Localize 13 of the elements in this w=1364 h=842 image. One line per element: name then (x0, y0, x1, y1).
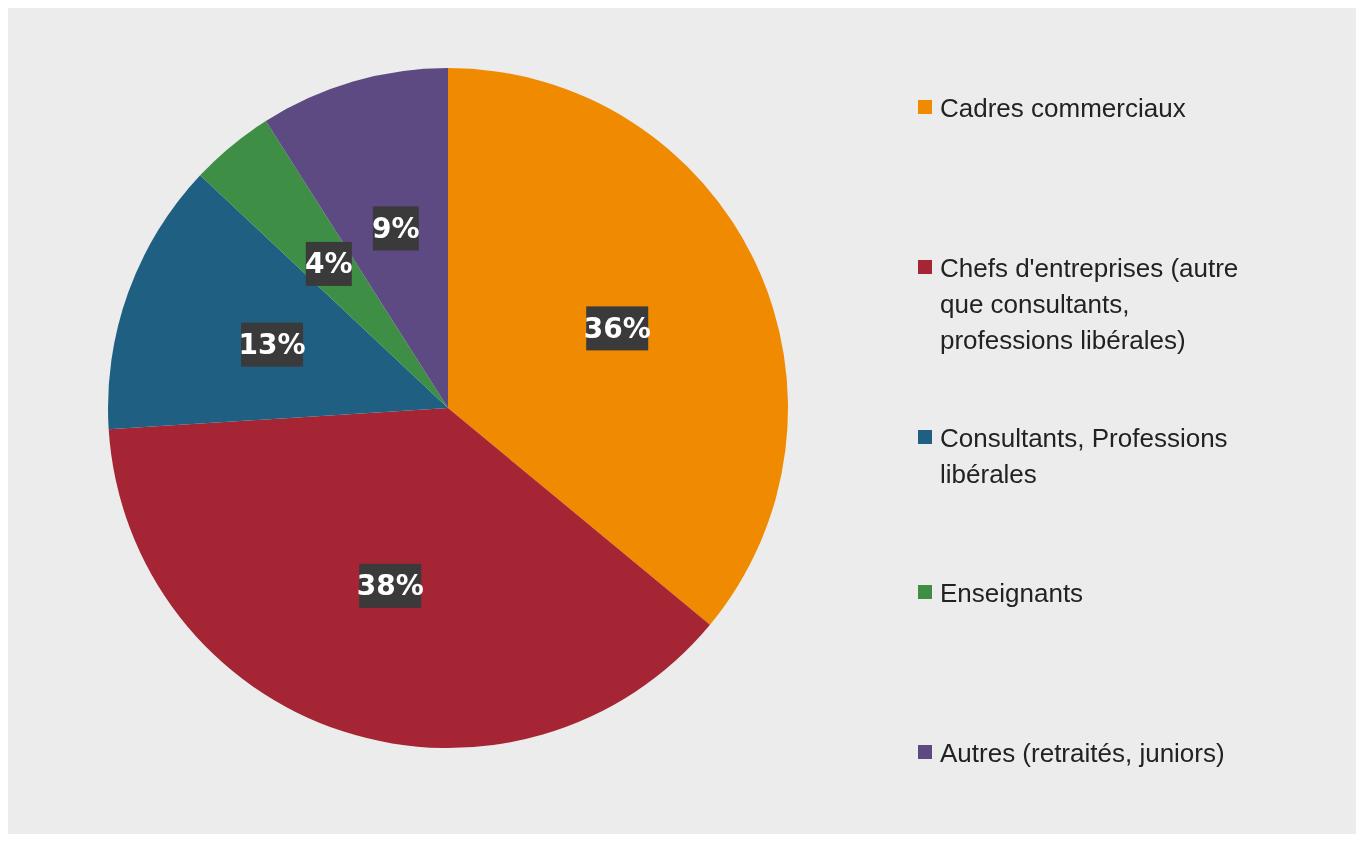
data-label: 38% (356, 569, 424, 603)
pie-slice (200, 120, 448, 408)
data-label: 9% (372, 211, 420, 245)
pie-slice (108, 175, 448, 430)
data-label: 13% (238, 328, 306, 362)
legend-label: Consultants, Professions libérales (940, 423, 1228, 489)
pie-slice (448, 68, 788, 625)
legend-label: Enseignants (940, 578, 1084, 608)
legend-label: Cadres commerciaux (940, 93, 1186, 123)
data-label: 4% (305, 247, 353, 281)
legend-label: Autres (retraités, juniors) (940, 738, 1225, 768)
pie-slice (108, 408, 710, 748)
legend-label: Chefs d'entreprises (autre que consultants, professions libérales) (940, 253, 1239, 355)
